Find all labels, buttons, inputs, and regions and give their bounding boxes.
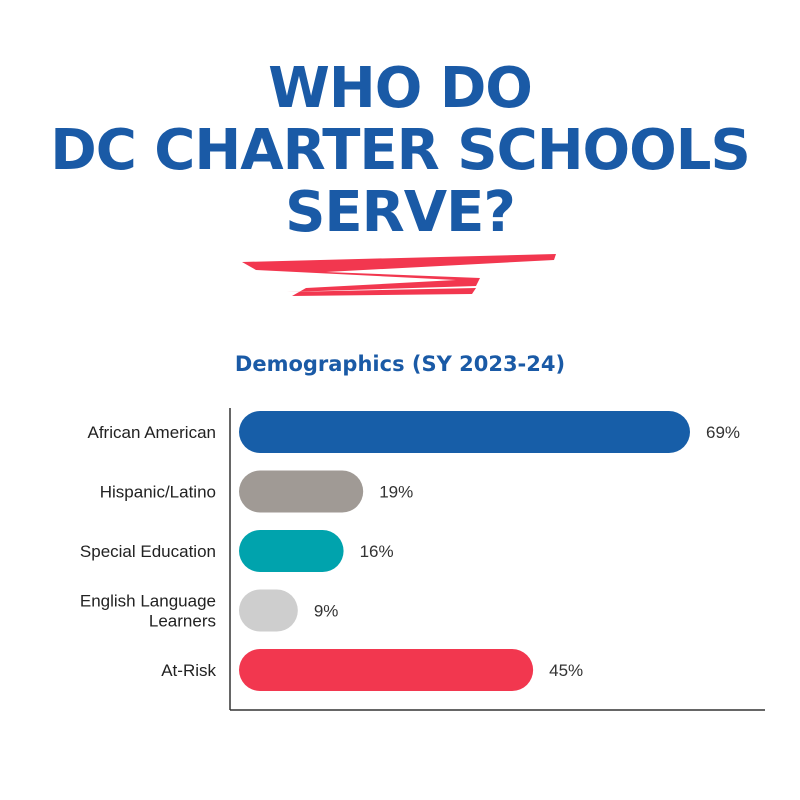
- category-label-1: African American: [88, 423, 217, 442]
- value-label-3: 16%: [360, 542, 394, 561]
- category-label-3: Special Education: [80, 542, 216, 561]
- bar-4: [239, 589, 298, 632]
- headline-line-2: DC CHARTER SCHOOLS: [50, 118, 751, 183]
- category-label-2: Hispanic/Latino: [100, 483, 216, 502]
- headline: WHO DO DC CHARTER SCHOOLS SERVE?: [0, 58, 800, 244]
- chart-title: Demographics (SY 2023-24): [234, 352, 566, 376]
- headline-line-3: SERVE?: [285, 180, 516, 245]
- category-label-4: English Language Learners: [80, 592, 216, 631]
- value-label-4: 9%: [314, 602, 339, 621]
- bar-5: [239, 649, 534, 691]
- headline-line-1: WHO DO: [268, 56, 533, 121]
- bar-3: [239, 530, 344, 572]
- value-label-2: 19%: [379, 483, 413, 502]
- bar-1: [239, 411, 690, 453]
- red-swoosh-decoration: [242, 254, 556, 296]
- category-label-5: At-Risk: [161, 661, 216, 680]
- value-label-5: 45%: [549, 661, 583, 680]
- value-label-1: 69%: [706, 423, 740, 442]
- bar-2: [239, 470, 364, 513]
